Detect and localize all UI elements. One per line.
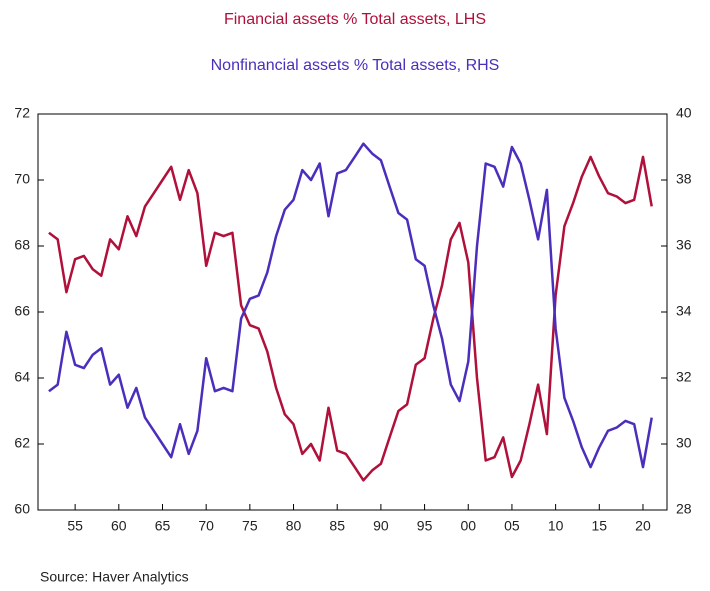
y-tick-label: 64 [14, 369, 30, 385]
y-tick-label: 72 [14, 105, 30, 121]
y-tick-label: 60 [14, 501, 30, 517]
x-tick-label: 10 [548, 518, 564, 534]
x-tick-label: 55 [67, 518, 83, 534]
series-line [48, 142, 653, 469]
x-tick-label: 85 [329, 518, 345, 534]
x-tick-label: 60 [111, 518, 127, 534]
chart-subtitle: Nonfinancial assets % Total assets, RHS [211, 57, 500, 74]
y-tick-label: 68 [14, 237, 30, 253]
x-tick-label: 75 [242, 518, 258, 534]
y2-tick-label: 38 [676, 171, 692, 187]
x-tick-label: 05 [504, 518, 520, 534]
x-tick-label: 00 [460, 518, 476, 534]
y2-tick-label: 34 [676, 303, 692, 319]
y-tick-label: 66 [14, 303, 30, 319]
y2-tick-label: 36 [676, 237, 692, 253]
x-tick-label: 95 [417, 518, 433, 534]
series-line [48, 155, 653, 482]
x-tick-label: 70 [198, 518, 214, 534]
chart-title: Financial assets % Total assets, LHS [224, 11, 486, 28]
source: Source: Haver Analytics [40, 569, 189, 585]
y2-tick-label: 32 [676, 369, 692, 385]
y-tick-label: 62 [14, 435, 30, 451]
x-tick-label: 90 [373, 518, 389, 534]
y2-tick-label: 28 [676, 501, 692, 517]
x-tick-label: 65 [155, 518, 171, 534]
x-tick-label: 15 [592, 518, 608, 534]
x-tick-label: 20 [635, 518, 651, 534]
x-tick-label: 80 [286, 518, 302, 534]
y2-tick-label: 30 [676, 435, 692, 451]
y2-tick-label: 40 [676, 105, 692, 121]
plot-frame [37, 113, 668, 511]
y-tick-label: 70 [14, 171, 30, 187]
